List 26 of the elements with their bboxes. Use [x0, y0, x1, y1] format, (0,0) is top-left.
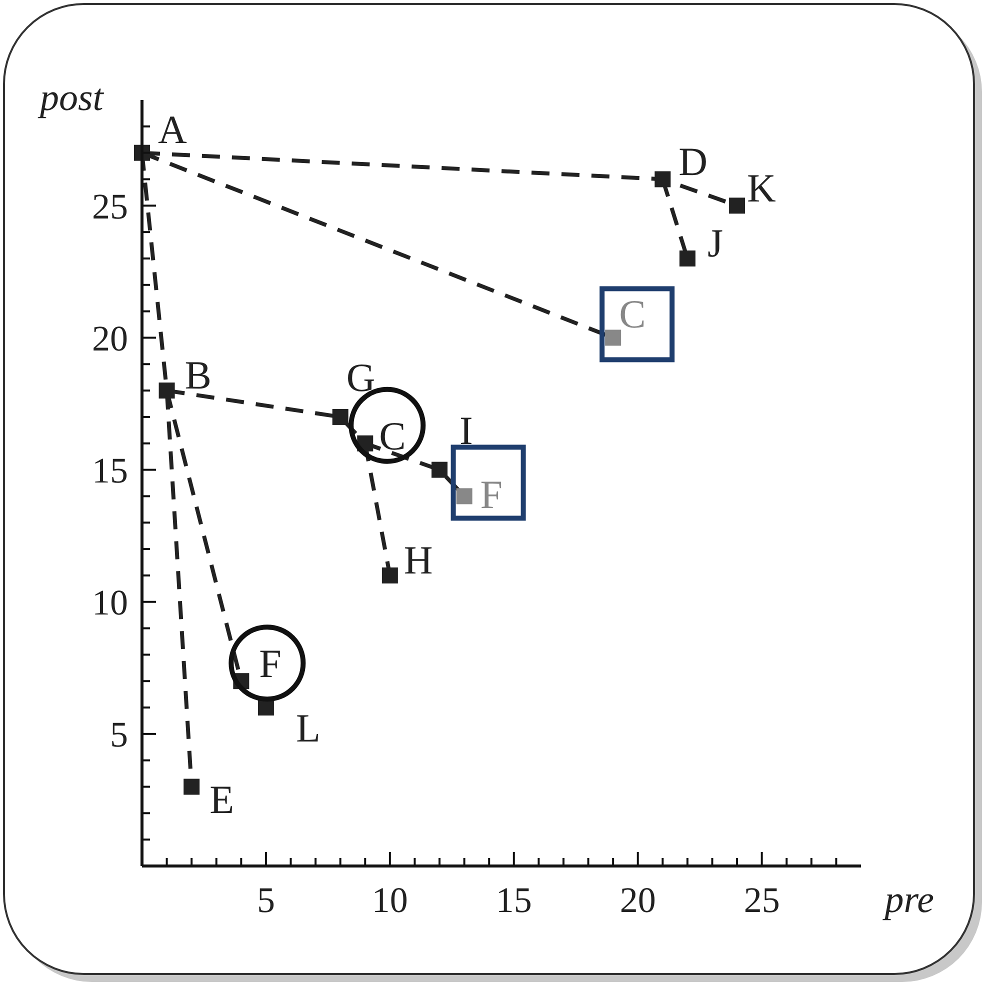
annotation: F	[480, 472, 503, 518]
x-tick-label: 10	[372, 880, 408, 920]
y-tick-label: 15	[92, 450, 128, 490]
y-axis-title: post	[37, 77, 105, 119]
annotation: F	[259, 641, 282, 686]
annotation: C	[379, 413, 406, 458]
annotation: A	[158, 106, 187, 152]
annotation: E	[210, 776, 234, 822]
y-tick-label: 20	[92, 318, 128, 358]
x-tick-label: 25	[744, 880, 780, 920]
annotation: G	[346, 354, 376, 400]
y-tick-label: 10	[92, 582, 128, 622]
x-tick-label: 5	[256, 880, 275, 920]
annotation: D	[678, 139, 708, 184]
x-axis-title: pre	[882, 879, 934, 921]
annotation: B	[184, 352, 212, 398]
annotation: I	[460, 408, 473, 453]
y-tick-label: 5	[110, 714, 128, 755]
y-tick-label: 25	[92, 186, 128, 226]
annotation: H	[404, 537, 433, 582]
annotation: L	[296, 706, 320, 751]
x-tick-label: 15	[496, 880, 532, 920]
annotation: C	[619, 292, 646, 337]
annotation: J	[707, 220, 724, 266]
x-tick-label: 20	[620, 880, 656, 920]
annotation: K	[747, 166, 776, 211]
